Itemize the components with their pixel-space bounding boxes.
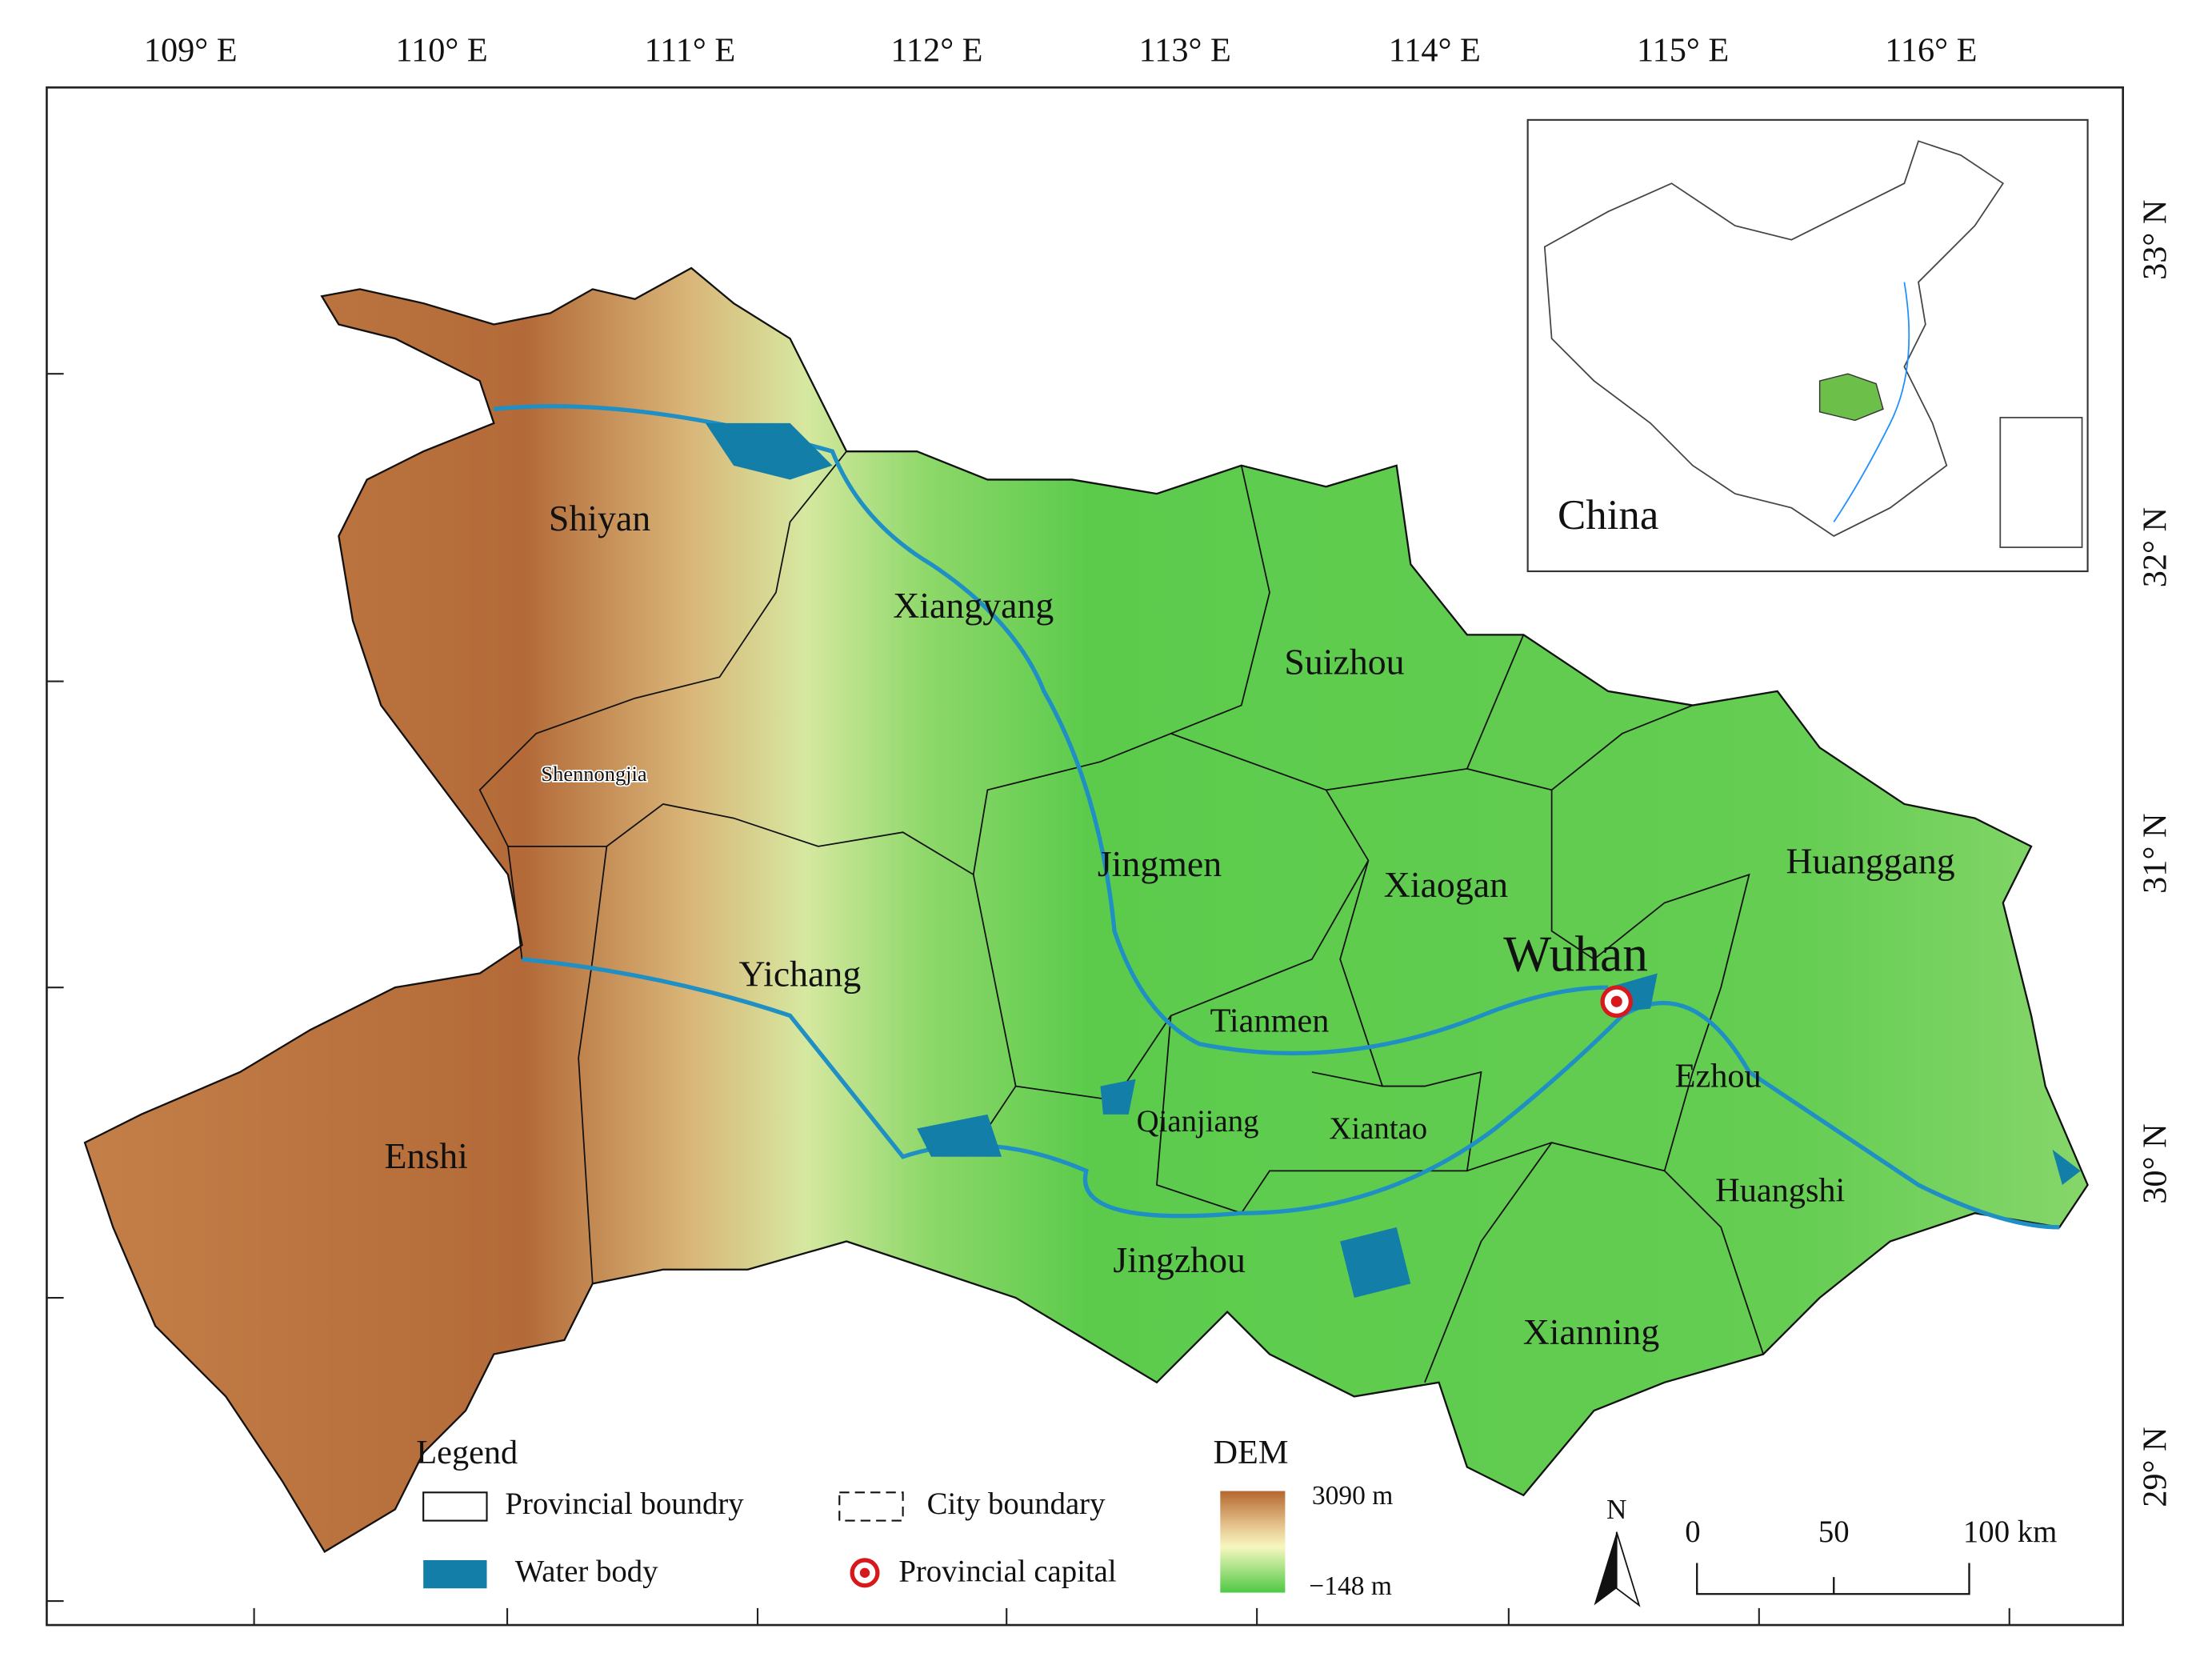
latitude-labels: 33° N 32° N 31° N 30° N 29° N xyxy=(2136,200,2174,1507)
legend-item: Provincial capital xyxy=(898,1554,1116,1588)
longitude-label: 111° E xyxy=(645,32,736,70)
dem-ramp xyxy=(1220,1491,1286,1593)
city-label: Huanggang xyxy=(1786,840,1954,881)
north-label: N xyxy=(1606,1494,1626,1525)
city-label: Xiantao xyxy=(1329,1111,1427,1146)
city-label: Qianjiang xyxy=(1137,1104,1259,1139)
city-labels: Shiyan Xiangyang Suizhou Shennongjia Jingmen… xyxy=(385,498,1955,1352)
legend-item: City boundary xyxy=(927,1487,1106,1521)
legend-city-swatch xyxy=(838,1491,904,1522)
capital-marker-dot xyxy=(1610,995,1622,1007)
city-label: Xiangyang xyxy=(893,585,1054,626)
latitude-label: 32° N xyxy=(2136,507,2174,587)
dem-max: 3090 m xyxy=(1312,1481,1393,1511)
city-label: Enshi xyxy=(385,1135,468,1176)
longitude-label: 114° E xyxy=(1389,32,1481,70)
city-label: Wuhan xyxy=(1503,925,1648,982)
dem-min: −148 m xyxy=(1309,1571,1392,1601)
ticks xyxy=(46,373,2010,1626)
city-label: Tianmen xyxy=(1210,1003,1330,1040)
longitude-label: 112° E xyxy=(890,32,982,70)
longitude-label: 115° E xyxy=(1637,32,1729,70)
longitude-label: 116° E xyxy=(1885,32,1977,70)
latitude-label: 29° N xyxy=(2136,1427,2174,1507)
city-label: Xiaogan xyxy=(1384,864,1508,905)
latitude-label: 30° N xyxy=(2136,1123,2174,1203)
city-label: Yichang xyxy=(739,953,862,994)
legend-provincial-swatch xyxy=(422,1491,488,1522)
north-arrow-right xyxy=(1615,1531,1641,1607)
legend-item: Water body xyxy=(515,1554,658,1588)
china-outline xyxy=(1543,140,2005,537)
province xyxy=(83,266,2089,1553)
legend-water-swatch xyxy=(423,1559,487,1589)
longitude-labels: 109° E 110° E 111° E 112° E 113° E 114° E 115°… xyxy=(144,32,1978,70)
city-label: Huangshi xyxy=(1715,1171,1845,1209)
longitude-label: 110° E xyxy=(395,32,487,70)
city-label: Ezhou xyxy=(1675,1057,1762,1095)
scale-bar xyxy=(1696,1563,1970,1595)
north-arrow-left xyxy=(1594,1531,1617,1606)
latitude-label: 33° N xyxy=(2136,200,2174,280)
scale-label: 50 xyxy=(1818,1515,1850,1549)
scale-label: 100 km xyxy=(1963,1515,2057,1549)
water-bodies xyxy=(705,422,2081,1299)
city-label: Shennongjia xyxy=(541,762,646,786)
hubei-inset xyxy=(1818,373,1884,422)
inset-south-sea xyxy=(1999,416,2083,548)
dem-title: DEM xyxy=(1213,1434,1288,1471)
legend-item: Provincial boundry xyxy=(505,1487,744,1521)
legend-capital-dot xyxy=(859,1567,870,1578)
longitude-label: 109° E xyxy=(144,32,238,70)
scale-label: 0 xyxy=(1685,1515,1700,1549)
legend-title: Legend xyxy=(416,1434,518,1471)
city-label: Jingzhou xyxy=(1113,1239,1246,1280)
rivers xyxy=(494,404,2060,1230)
city-label: Suizhou xyxy=(1284,642,1404,682)
longitude-label: 113° E xyxy=(1139,32,1231,70)
city-label: Shiyan xyxy=(549,498,650,538)
latitude-label: 31° N xyxy=(2136,813,2174,893)
city-label: Xianning xyxy=(1523,1311,1660,1352)
inset-label: China xyxy=(1558,492,1658,538)
city-label: Jingmen xyxy=(1098,843,1222,884)
inset-coast xyxy=(1833,282,1910,522)
